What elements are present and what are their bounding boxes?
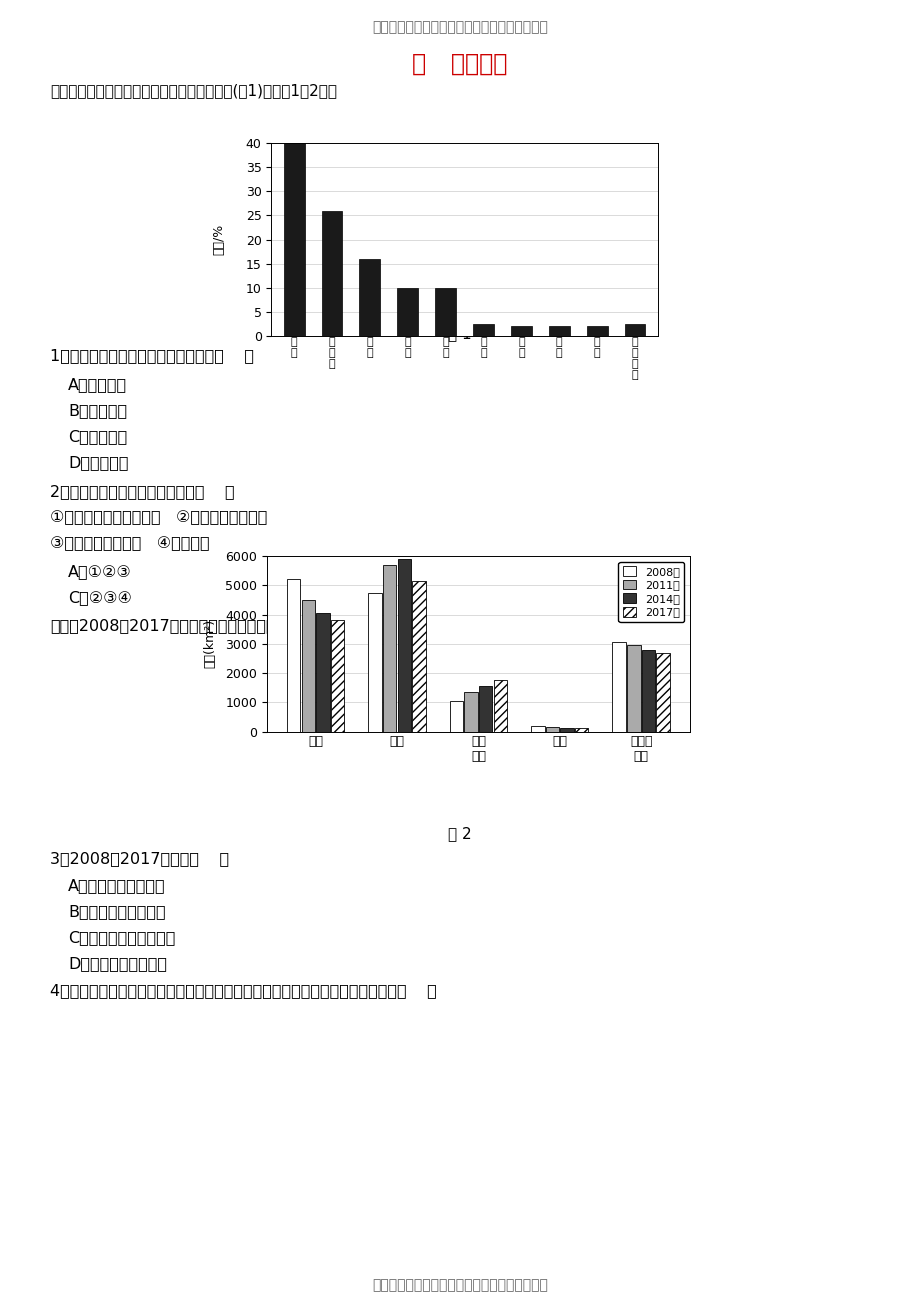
Text: C．西北地区: C．西北地区	[68, 428, 127, 444]
Text: 六   统计图表: 六 统计图表	[412, 52, 507, 76]
Text: 欢迎阅读本文档，希望本文档能对您有所帮助！: 欢迎阅读本文档，希望本文档能对您有所帮助！	[371, 1279, 548, 1292]
Text: B．①③④: B．①③④	[380, 564, 443, 579]
Text: D．耕地面积不断减少: D．耕地面积不断减少	[68, 956, 167, 971]
Bar	[359, 259, 380, 336]
Text: 读某市2008～2017年土地利用面积变化示意图(图2)，完成3～4题。: 读某市2008～2017年土地利用面积变化示意图(图2)，完成3～4题。	[50, 618, 395, 633]
Text: 读我国土地荒漠化占生态环境问题比重柱状图(图1)，完成1～2题。: 读我国土地荒漠化占生态环境问题比重柱状图(图1)，完成1～2题。	[50, 83, 336, 98]
Text: B．水域面积不断减少: B．水域面积不断减少	[68, 904, 165, 919]
Bar	[397, 288, 418, 336]
Bar	[382, 565, 396, 732]
Bar	[586, 327, 607, 336]
Bar	[612, 642, 625, 732]
Bar	[316, 613, 329, 732]
Bar	[283, 138, 304, 336]
Text: D．①②④: D．①②④	[380, 590, 445, 605]
Text: A．①②③: A．①②③	[68, 564, 131, 579]
Bar	[627, 646, 640, 732]
Bar	[574, 728, 588, 732]
Bar	[641, 650, 654, 732]
Bar	[560, 728, 573, 732]
Bar	[301, 600, 314, 732]
Bar	[322, 211, 342, 336]
Bar	[368, 592, 381, 732]
Bar	[435, 288, 456, 336]
Bar	[331, 621, 344, 732]
Bar	[530, 727, 544, 732]
Bar	[472, 324, 494, 336]
Text: 欢迎阅读本文档，希望本文档能对您有所帮助！: 欢迎阅读本文档，希望本文档能对您有所帮助！	[371, 20, 548, 34]
Text: 图 1: 图 1	[448, 326, 471, 341]
Bar	[494, 681, 506, 732]
Bar	[655, 652, 669, 732]
Text: C．②③④: C．②③④	[68, 590, 131, 605]
Bar	[464, 693, 477, 732]
Text: B．北方地区: B．北方地区	[68, 404, 127, 418]
Bar	[397, 559, 411, 732]
Y-axis label: 比重/%: 比重/%	[211, 224, 225, 255]
Bar	[412, 581, 425, 732]
Text: 1．我国土地荒漠化最严重的的区域是（    ）: 1．我国土地荒漠化最严重的的区域是（ ）	[50, 348, 254, 363]
Bar	[479, 686, 492, 732]
Text: A．林地面积持续增加: A．林地面积持续增加	[68, 878, 165, 893]
Text: D．青藏地区: D．青藏地区	[68, 454, 129, 470]
Bar	[287, 579, 301, 732]
Bar	[510, 327, 531, 336]
Text: A．南方地区: A．南方地区	[68, 378, 127, 392]
Legend: 2008年, 2011年, 2014年, 2017年: 2008年, 2011年, 2014年, 2017年	[618, 561, 684, 622]
Y-axis label: 面积(km²): 面积(km²)	[203, 620, 216, 668]
Text: 2．改善土地荒漠化问题的措施是（    ）: 2．改善土地荒漠化问题的措施是（ ）	[50, 484, 234, 499]
Bar	[545, 728, 559, 732]
Bar	[549, 327, 569, 336]
Text: 4．根据我国土地利用的基本政策，针对该市的土地利用现状，以下做法正确的是（    ）: 4．根据我国土地利用的基本政策，针对该市的土地利用现状，以下做法正确的是（ ）	[50, 983, 437, 999]
Bar	[449, 700, 462, 732]
Text: 3．2008～2017年该市（    ）: 3．2008～2017年该市（ ）	[50, 852, 229, 866]
Text: 图 2: 图 2	[448, 825, 471, 841]
Text: ①因地制宜发展农业生产   ②推广使用滴灌技术: ①因地制宜发展农业生产 ②推广使用滴灌技术	[50, 510, 267, 525]
Text: C．未利用土地面积增加: C．未利用土地面积增加	[68, 930, 176, 945]
Text: ③大规模开采地下水   ④植树种草: ③大规模开采地下水 ④植树种草	[50, 536, 210, 551]
Bar	[624, 324, 645, 336]
